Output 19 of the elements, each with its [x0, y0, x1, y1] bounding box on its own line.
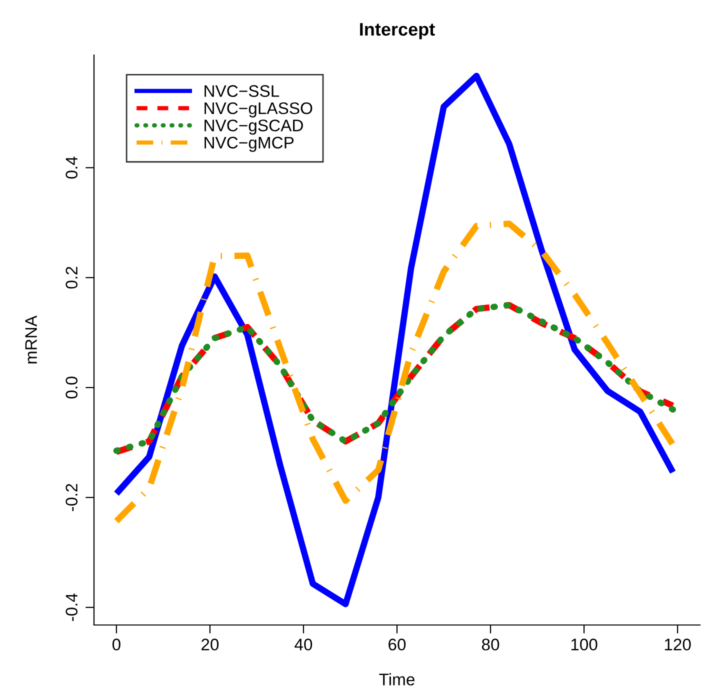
- y-tick-label: -0.2: [66, 484, 78, 512]
- y-tick-label: -0.4: [66, 594, 78, 622]
- x-tick-label: 40: [294, 638, 312, 650]
- y-tick-label: 0.4: [66, 156, 78, 179]
- legend-label: NVC−gMCP: [204, 136, 294, 152]
- legend-label: NVC−gSCAD: [204, 120, 303, 135]
- x-tick-label: 60: [388, 638, 406, 650]
- x-tick-label: 80: [482, 638, 500, 650]
- chart-title: Intercept: [360, 23, 435, 40]
- x-tick-label: 100: [571, 638, 598, 650]
- x-tick-label: 20: [202, 638, 219, 650]
- legend-label: NVC−SSL: [204, 85, 280, 97]
- x-tick-label: 0: [112, 638, 120, 650]
- y-tick-label: 0.2: [66, 266, 78, 289]
- x-axis-title: Time: [379, 673, 414, 686]
- y-tick-label: 0.0: [66, 376, 78, 398]
- x-tick-label: 120: [664, 638, 691, 650]
- y-axis-title: mRNA: [25, 315, 37, 364]
- legend-label: NVC−gLASSO: [204, 102, 312, 118]
